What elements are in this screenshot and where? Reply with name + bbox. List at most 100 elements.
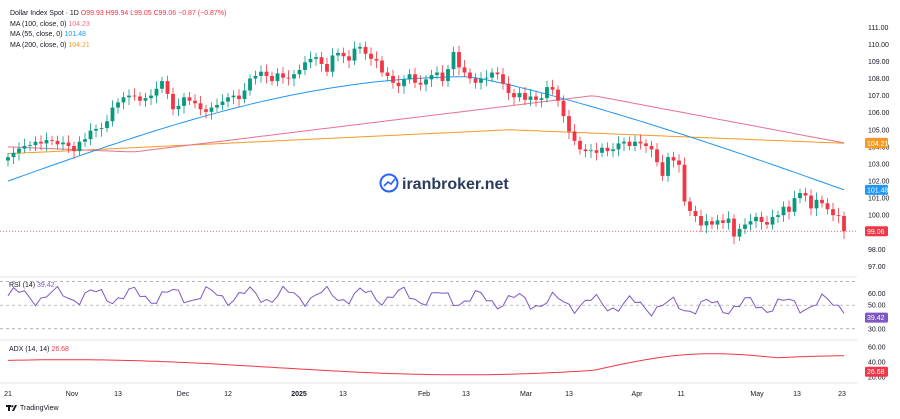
rsi-tick-label: 60.00 <box>868 291 886 298</box>
watermark-logo-icon <box>379 173 399 193</box>
ma100-line <box>7 95 845 153</box>
candle <box>622 141 626 144</box>
candle <box>556 89 560 101</box>
candle <box>105 121 109 129</box>
candle <box>116 102 120 108</box>
ma100-value: 104.23 <box>68 20 90 28</box>
candle <box>699 216 703 226</box>
candle <box>330 55 335 72</box>
adx-value-tag-bg <box>865 366 888 377</box>
candle <box>765 222 769 225</box>
candle <box>39 141 43 144</box>
price-tick-label: 102.00 <box>868 179 890 186</box>
candle <box>534 96 538 100</box>
candle <box>121 97 126 103</box>
rsi-tick-label: 50.00 <box>868 303 886 310</box>
adx-value: 26.68 <box>51 346 69 353</box>
price-tick-label: 107.00 <box>868 93 890 100</box>
time-tick-label: 13 <box>565 391 573 398</box>
candle <box>402 79 406 87</box>
candle <box>770 216 775 225</box>
candle <box>572 131 577 141</box>
candle <box>17 148 21 153</box>
candle <box>292 74 296 79</box>
candle <box>644 143 648 146</box>
time-tick-label: Nov <box>66 391 79 398</box>
adx-line <box>7 353 844 376</box>
tradingview-brand[interactable]: TradingView <box>6 404 59 412</box>
candle <box>803 192 808 196</box>
candle <box>677 160 681 165</box>
candle <box>814 199 819 209</box>
ma200-price-tag-bg <box>865 138 888 149</box>
candle <box>649 146 654 150</box>
candle <box>545 87 549 99</box>
candle <box>22 146 27 149</box>
candle <box>457 52 461 68</box>
candle <box>627 141 632 146</box>
candle <box>88 130 93 140</box>
rsi-value-tag: 39.42 <box>867 315 885 322</box>
candle <box>99 128 104 129</box>
candle <box>473 78 478 83</box>
rsi-value: 39.42 <box>37 282 55 289</box>
ohlc-readout: O99.93 H99.94 L99.05 C99.06 −0.87 (−0.87… <box>80 10 227 17</box>
candle <box>759 216 764 223</box>
price-tick-label: 109.00 <box>868 59 890 66</box>
candle <box>501 74 505 84</box>
candle <box>451 52 456 70</box>
candle <box>6 157 10 161</box>
candle <box>512 93 516 98</box>
candle <box>72 146 76 152</box>
candle <box>77 141 82 152</box>
candle <box>820 199 824 204</box>
candle <box>110 107 115 122</box>
candle <box>462 67 467 73</box>
ma100-label: MA (100, close, 0) <box>10 20 67 28</box>
last-price-tag: 99.06 <box>867 229 885 236</box>
candle <box>363 46 368 54</box>
candle <box>787 206 791 212</box>
candle <box>671 157 676 161</box>
candle <box>792 198 797 212</box>
time-tick-label: 2025 <box>291 391 307 398</box>
candle <box>726 218 731 223</box>
candle <box>831 209 835 216</box>
candle <box>33 141 38 146</box>
ma55-label: MA (55, close, 0) <box>10 31 63 38</box>
time-tick-label: Dec <box>177 391 190 398</box>
candle <box>567 116 571 132</box>
tradingview-label: TradingView <box>20 404 59 412</box>
time-tick-label: 13 <box>339 391 347 398</box>
rsi-line <box>7 285 845 317</box>
rsi-tick-label: 30.00 <box>868 326 886 333</box>
candle <box>220 101 225 105</box>
candle <box>655 149 659 163</box>
candle <box>50 140 54 141</box>
candle <box>528 96 533 100</box>
candle <box>825 203 830 210</box>
price-tick-label: 108.00 <box>868 76 890 83</box>
candle <box>561 100 566 117</box>
candle <box>506 83 511 94</box>
candle <box>143 98 148 101</box>
candle <box>248 78 252 91</box>
adx-value-tag: 26.68 <box>867 369 885 376</box>
candle <box>297 69 302 75</box>
candle <box>446 69 450 82</box>
price-tick-label: 106.00 <box>868 110 890 117</box>
candle <box>55 140 60 145</box>
rsi-value-tag-bg <box>865 312 888 323</box>
candle <box>193 100 197 104</box>
candle <box>600 147 604 153</box>
candle <box>704 221 709 226</box>
price-tick-label: 110.00 <box>868 42 889 49</box>
candles-group <box>6 41 846 245</box>
candle <box>270 75 274 82</box>
candle <box>226 97 230 102</box>
adx-pane-legend: ADX (14, 14) 26.68 <box>9 346 69 353</box>
candle <box>754 216 758 222</box>
candle <box>171 93 175 110</box>
candle <box>325 63 329 72</box>
